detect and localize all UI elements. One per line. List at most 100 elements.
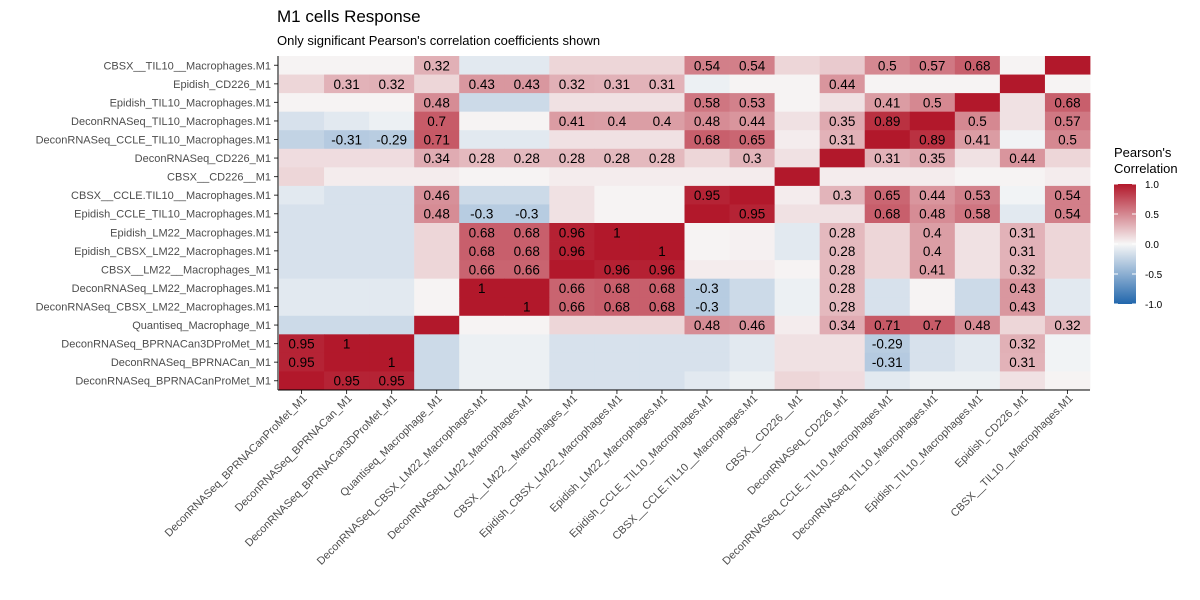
heatmap-cell: [594, 334, 640, 354]
y-tick-label: CBSX__CCLE.TIL10__Macrophages.M1: [71, 190, 271, 202]
heatmap-cell: [279, 278, 325, 298]
heatmap-cell: [999, 204, 1046, 224]
heatmap-cell: [1044, 297, 1091, 317]
heatmap-cell: [414, 185, 460, 205]
x-tick-label: DeconRNASeq_CCLE_TIL10_Macrophages.M1: [720, 393, 895, 568]
y-tick-label: Epidish_CBSX_LM22_Macrophages.M1: [74, 246, 271, 258]
heatmap-cell: [504, 130, 550, 150]
heatmap-cell: [819, 260, 866, 280]
heatmap-cell: [279, 260, 325, 280]
heatmap-cell: [684, 223, 730, 242]
cell-value-label: 0.58: [694, 95, 720, 110]
cell-value-label: 0.53: [964, 188, 990, 203]
heatmap-cell: [549, 260, 595, 280]
legend-tick-label: -1.0: [1145, 300, 1163, 311]
heatmap-cell: [774, 74, 821, 94]
heatmap-cell: [729, 204, 776, 224]
cell-value-label: 0.54: [1054, 207, 1081, 222]
heatmap-cell: [909, 334, 956, 354]
cell-value-label: 0.68: [1054, 95, 1080, 110]
heatmap-cell: [684, 185, 730, 205]
heatmap-cell: [504, 260, 550, 280]
heatmap-cell: [459, 130, 505, 150]
heatmap-cell: [819, 371, 866, 391]
cell-value-label: 0.46: [424, 188, 450, 203]
cell-value-label: 0.7: [427, 114, 446, 129]
cell-value-label: 0.7: [923, 318, 942, 333]
heatmap-cell: [549, 148, 595, 168]
heatmap-cell: [1044, 371, 1091, 391]
cell-value-label: 1: [613, 225, 621, 240]
heatmap-cell: [954, 241, 1001, 261]
cell-value-label: 0.28: [829, 300, 855, 315]
heatmap-cell: [459, 334, 505, 354]
heatmap-cell: [819, 334, 866, 354]
heatmap-cell: [639, 371, 685, 391]
cell-value-label: 0.28: [559, 151, 585, 166]
heatmap-cell: [594, 74, 640, 94]
heatmap-cell: [954, 204, 1001, 224]
heatmap-cell: [864, 74, 911, 94]
legend-tick-label: 1.0: [1145, 180, 1159, 191]
heatmap-cell: [864, 204, 911, 224]
cell-value-label: 0.5: [878, 58, 897, 73]
heatmap-cell-labels: 0.32 0.54 0.54 0.5 0.57 0.680.31 0.32 0.43 0.43 0…: [288, 58, 1081, 388]
cell-value-label: 0.4: [608, 114, 627, 129]
heatmap-cell: [999, 148, 1046, 168]
heatmap-cell: [549, 56, 595, 75]
y-tick-label: DeconRNASeq_BPRNACan3DProMet_M1: [61, 339, 271, 351]
heatmap-cell: [594, 223, 640, 242]
heatmap-cell: [594, 352, 640, 372]
heatmap-cell: [414, 148, 460, 168]
heatmap-cell: [954, 278, 1001, 298]
heatmap-cell: [729, 241, 776, 261]
y-tick-label: DeconRNASeq_CBSX_LM22_Macrophages.M1: [36, 302, 271, 314]
heatmap-cell: [729, 278, 776, 298]
cell-value-label: 0.32: [1054, 318, 1080, 333]
heatmap-cell: [819, 56, 866, 75]
heatmap-cell: [279, 74, 325, 94]
y-tick-label: DeconRNASeq_CD226_M1: [135, 153, 271, 165]
cell-value-label: 0.28: [514, 151, 540, 166]
cell-value-label: -0.3: [515, 207, 538, 222]
cell-value-label: 0.44: [919, 188, 946, 203]
heatmap-cell: [594, 111, 640, 131]
cell-value-label: 0.44: [829, 77, 856, 92]
heatmap-cell: [279, 56, 325, 75]
heatmap-cell: [729, 185, 776, 205]
cell-value-label: 0.28: [829, 225, 855, 240]
heatmap-cell: [864, 297, 911, 317]
heatmap-cell: [279, 111, 325, 131]
heatmap-cell: [819, 130, 866, 150]
heatmap-cell: [684, 111, 730, 131]
cell-value-label: -0.29: [376, 133, 407, 148]
cell-value-label: 0.48: [694, 318, 720, 333]
cell-value-label: 0.46: [739, 318, 765, 333]
y-tick-label: Quantiseq_Macrophage_M1: [132, 320, 271, 332]
cell-value-label: 0.3: [833, 188, 852, 203]
cell-value-label: 0.54: [739, 58, 766, 73]
heatmap-cell: [684, 241, 730, 261]
heatmap-cell: [909, 352, 956, 372]
heatmap-cell: [504, 334, 550, 354]
cell-value-label: 0.48: [694, 114, 720, 129]
heatmap-cell: [864, 371, 911, 391]
heatmap-cell: [279, 223, 325, 242]
heatmap-cell: [909, 74, 956, 94]
heatmap-cell: [684, 371, 730, 391]
heatmap-cell: [594, 130, 640, 150]
heatmap-cell: [279, 93, 325, 113]
heatmap-cell: [414, 371, 460, 391]
cell-value-label: 0.95: [694, 188, 720, 203]
y-tick-label: DeconRNASeq_BPRNACanProMet_M1: [75, 376, 271, 388]
heatmap-cell: [954, 167, 1001, 187]
heatmap-cell: [639, 56, 685, 75]
heatmap-cell: [864, 111, 911, 131]
cell-value-label: 0.32: [424, 58, 450, 73]
heatmap-cell: [729, 111, 776, 131]
cell-value-label: 0.95: [378, 374, 404, 389]
cell-value-label: 0.68: [649, 300, 675, 315]
heatmap-cell: [369, 223, 415, 242]
heatmap-cell: [549, 278, 595, 298]
y-tick-label: Epidish_LM22_Macrophages.M1: [110, 227, 271, 239]
